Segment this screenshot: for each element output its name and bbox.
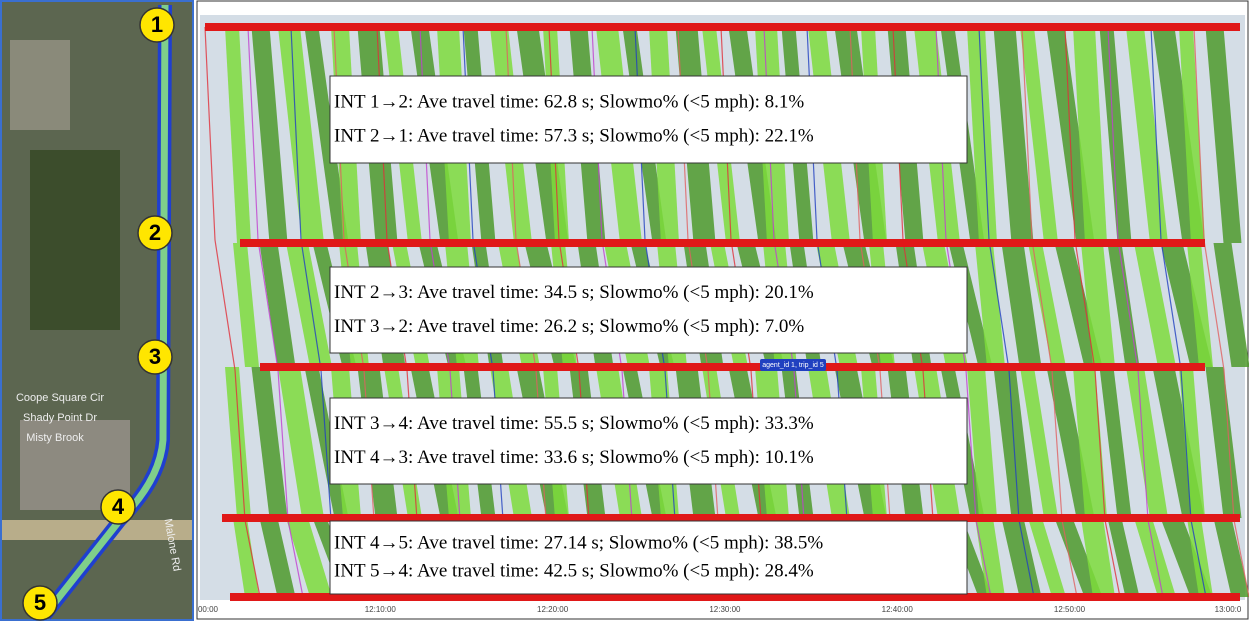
figure: Coope Square Cir Shady Point Dr Misty Broo… (0, 0, 1249, 621)
marker-label: 1 (151, 12, 163, 37)
marker-label: 4 (112, 494, 125, 519)
annotation-text: INT 3→4: Ave travel time: 55.5 s; Slowmo… (334, 413, 814, 434)
annotation-text: INT 4→3: Ave travel time: 33.6 s; Slowmo… (334, 447, 814, 468)
time-tick-label: 12:20:00 (537, 605, 569, 614)
marker-label: 2 (149, 220, 161, 245)
time-tick-label: 12:10:00 (365, 605, 397, 614)
tooltip: agent_id 1, trip_id 5 (762, 362, 824, 369)
map-area (30, 150, 120, 330)
time-tick-label: 12:50:00 (1054, 605, 1086, 614)
intersection-bar (260, 363, 1205, 371)
street-label: Coope Square Cir (16, 392, 104, 404)
annotation-text: INT 2→1: Ave travel time: 57.3 s; Slowmo… (334, 125, 814, 146)
intersection-bar (240, 239, 1205, 247)
annotation-box (330, 76, 967, 163)
annotation-box (330, 267, 967, 353)
annotation-text: INT 2→3: Ave travel time: 34.5 s; Slowmo… (334, 282, 814, 303)
time-tick-label: 12:30:00 (709, 605, 741, 614)
annotation-text: INT 1→2: Ave travel time: 62.8 s; Slowmo… (334, 91, 804, 112)
marker-label: 3 (149, 344, 161, 369)
map-area (10, 40, 70, 130)
annotation-text: INT 5→4: Ave travel time: 42.5 s; Slowmo… (334, 560, 814, 581)
annotation-text: INT 3→2: Ave travel time: 26.2 s; Slowmo… (334, 316, 804, 337)
time-tick-label: 12:40:00 (882, 605, 914, 614)
street-label: Shady Point Dr (23, 412, 97, 424)
time-tick-label: 00:00 (198, 605, 219, 614)
annotation-box (330, 398, 967, 484)
annotation-text: INT 4→5: Ave travel time: 27.14 s; Slowm… (334, 532, 823, 553)
time-space-diagram: agent_id 1, trip_id 5 INT 1→2: Ave travel… (197, 1, 1249, 619)
map-panel: Coope Square Cir Shady Point Dr Misty Broo… (1, 1, 193, 620)
time-tick-label: 13:00:0 (1215, 605, 1242, 614)
marker-label: 5 (34, 590, 46, 615)
street-label: Misty Brook (26, 432, 84, 444)
intersection-bar (205, 23, 1240, 31)
